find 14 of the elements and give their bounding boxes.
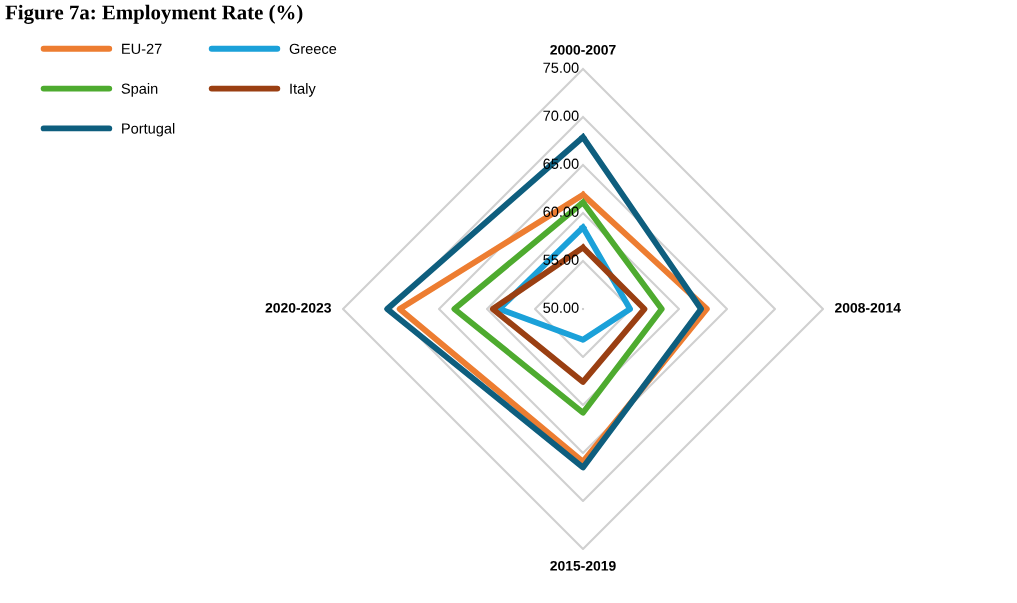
spoke-label: 2008-2014 bbox=[835, 302, 901, 313]
y-tick-label: 50.00 bbox=[543, 302, 579, 313]
legend-label: Portugal bbox=[122, 122, 175, 137]
spoke-label: 2015-2019 bbox=[550, 560, 616, 571]
legend-label: Spain bbox=[121, 83, 158, 97]
chart-title: Figure 7a: Employment Rate (%) bbox=[5, 4, 303, 24]
legend-label: EU-27 bbox=[122, 43, 162, 54]
y-tick-label: 75.00 bbox=[543, 62, 579, 73]
spoke-label: 2020-2023 bbox=[265, 302, 331, 313]
y-tick-label: 60.00 bbox=[543, 206, 579, 217]
legend-label: Greece bbox=[289, 43, 337, 54]
spoke-label: 2000-2007 bbox=[550, 44, 616, 55]
y-tick-label: 70.00 bbox=[543, 110, 579, 121]
legend-label: Italy bbox=[290, 83, 316, 97]
